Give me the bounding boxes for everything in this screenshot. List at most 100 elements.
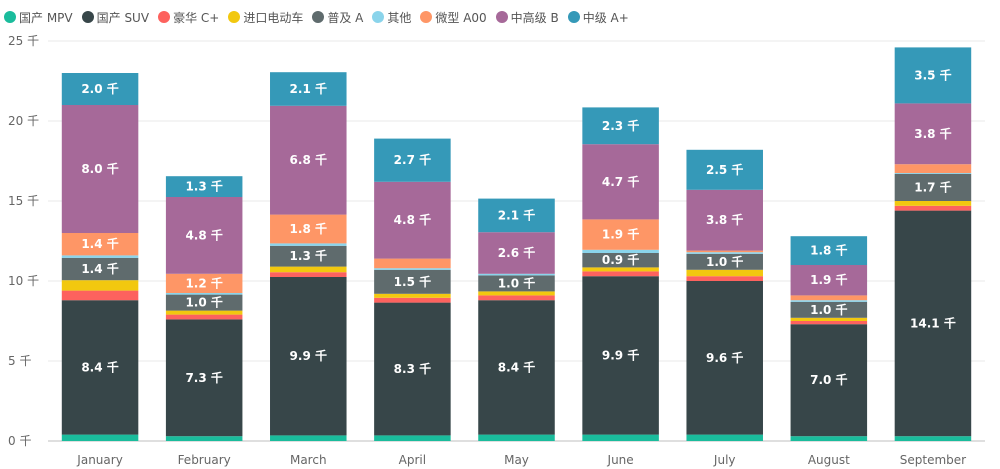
bar-segment[interactable] xyxy=(478,232,555,274)
bar-segment[interactable] xyxy=(790,317,868,321)
legend-item[interactable]: 微型 A00 xyxy=(420,9,487,26)
bar-segment[interactable] xyxy=(270,266,347,273)
bar-segment[interactable] xyxy=(582,107,659,145)
bar-segment[interactable] xyxy=(374,302,451,436)
bar-segment[interactable] xyxy=(686,252,763,254)
bar-segment[interactable] xyxy=(894,173,972,174)
legend-item[interactable]: 国产 SUV xyxy=(81,9,149,26)
bar-segment[interactable] xyxy=(165,176,243,197)
bar-segment[interactable] xyxy=(894,173,972,201)
bar-segment[interactable] xyxy=(478,295,555,301)
bar-segment[interactable] xyxy=(894,201,972,206)
bar-segment[interactable] xyxy=(270,214,347,244)
bar-segment[interactable] xyxy=(894,164,972,173)
bar-segment[interactable] xyxy=(790,295,868,301)
data-label: 9.9 千 xyxy=(290,348,327,363)
bar-segment[interactable] xyxy=(686,189,763,251)
bar-segment[interactable] xyxy=(686,281,763,435)
bar-segment[interactable] xyxy=(374,268,451,270)
bar-segment[interactable] xyxy=(790,324,868,437)
bar-segment[interactable] xyxy=(374,258,451,269)
legend-item[interactable]: 中级 A+ xyxy=(567,9,629,26)
bar-segment[interactable] xyxy=(790,265,868,296)
bar-segment[interactable] xyxy=(61,105,139,233)
bar-segment[interactable] xyxy=(374,269,451,294)
bar-segment[interactable] xyxy=(61,434,139,441)
bar-segment[interactable] xyxy=(374,297,451,303)
bar-segment[interactable] xyxy=(790,236,868,265)
bar-segment[interactable] xyxy=(165,294,243,311)
bar-segment[interactable] xyxy=(61,233,139,256)
bar-segment[interactable] xyxy=(270,272,347,277)
bar-segment[interactable] xyxy=(686,149,763,190)
bar-segment[interactable] xyxy=(582,249,659,253)
bar-segment[interactable] xyxy=(165,197,243,274)
bar-segment[interactable] xyxy=(790,301,868,318)
bar-segment[interactable] xyxy=(270,105,347,215)
bar-segment[interactable] xyxy=(165,293,243,295)
bar-segment[interactable] xyxy=(894,205,972,211)
bar-segment[interactable] xyxy=(790,321,868,325)
bar-segment[interactable] xyxy=(790,300,868,302)
bar-segment[interactable] xyxy=(686,276,763,281)
legend-dot-icon xyxy=(81,11,94,23)
bar-segment[interactable] xyxy=(582,434,659,441)
bar-segment[interactable] xyxy=(374,435,451,441)
bar-segment[interactable] xyxy=(270,72,347,106)
legend-item[interactable]: 其他 xyxy=(372,9,411,26)
bar-segment[interactable] xyxy=(686,269,763,277)
legend-item[interactable]: 中高级 B xyxy=(495,9,559,26)
bar-segment[interactable] xyxy=(582,276,659,435)
bar-segment[interactable] xyxy=(374,138,451,182)
bar-segment[interactable] xyxy=(582,219,659,250)
bar-segment[interactable] xyxy=(582,253,659,268)
legend-item[interactable]: 进口电动车 xyxy=(228,9,303,26)
bar-segment[interactable] xyxy=(582,144,659,220)
bar-segment[interactable] xyxy=(165,436,243,441)
bar-segment[interactable] xyxy=(165,310,243,315)
bar-segment[interactable] xyxy=(270,277,347,436)
y-tick-label: 5 千 xyxy=(8,354,31,368)
bar-segment[interactable] xyxy=(790,436,868,441)
legend: 国产 MPV 国产 SUV 豪华 C+ 进口电动车 普及 A 其他 微型 A00 中高级 B 中… xyxy=(4,6,638,28)
bar-segment[interactable] xyxy=(165,273,243,293)
data-label: 1.4 千 xyxy=(81,236,118,251)
bar-segment[interactable] xyxy=(894,47,972,104)
bar-segment[interactable] xyxy=(61,255,139,258)
bar-segment[interactable] xyxy=(894,210,972,437)
bar-segment[interactable] xyxy=(478,275,555,292)
legend-item[interactable]: 豪华 C+ xyxy=(158,9,219,26)
data-label: 1.9 千 xyxy=(810,272,847,287)
bar-segment[interactable] xyxy=(894,103,972,165)
bar-segment[interactable] xyxy=(894,436,972,441)
x-tick-label: August xyxy=(808,453,850,467)
bar-segment[interactable] xyxy=(61,73,139,105)
bar-segment[interactable] xyxy=(270,245,347,267)
legend-dot-icon xyxy=(372,11,385,23)
bar-segment[interactable] xyxy=(478,198,555,233)
bar-segment[interactable] xyxy=(374,181,451,259)
bar-segment[interactable] xyxy=(61,257,139,281)
bar-segment[interactable] xyxy=(165,319,243,437)
bar-segment[interactable] xyxy=(374,293,451,298)
bar-segment[interactable] xyxy=(582,267,659,272)
bar-segment[interactable] xyxy=(61,300,139,435)
bar-segment[interactable] xyxy=(165,314,243,320)
bar-segment[interactable] xyxy=(478,273,555,276)
y-tick-label: 15 千 xyxy=(8,194,39,208)
x-tick-label: February xyxy=(178,453,231,467)
bar-segment[interactable] xyxy=(478,434,555,441)
legend-item[interactable]: 国产 MPV xyxy=(4,9,73,26)
bar-segment[interactable] xyxy=(686,434,763,441)
legend-item[interactable]: 普及 A xyxy=(312,9,363,26)
bar-segment[interactable] xyxy=(61,290,139,301)
bar-segment[interactable] xyxy=(270,243,347,246)
bar-segment[interactable] xyxy=(686,253,763,270)
bar-segment[interactable] xyxy=(478,300,555,435)
bar-segment[interactable] xyxy=(270,435,347,441)
legend-dot-icon xyxy=(495,11,508,23)
bar-segment[interactable] xyxy=(478,291,555,296)
bar-segment[interactable] xyxy=(582,271,659,277)
bar-segment[interactable] xyxy=(61,280,139,291)
bar-segment[interactable] xyxy=(686,250,763,253)
